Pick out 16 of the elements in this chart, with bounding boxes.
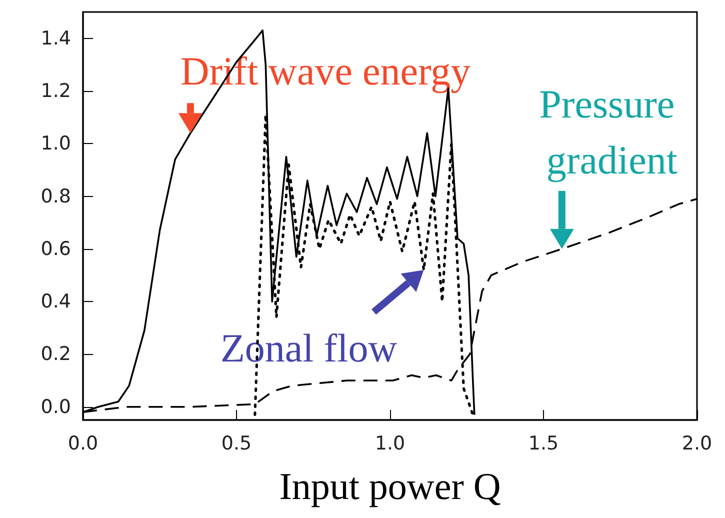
x-tick-label: 1.5 [528,432,559,454]
y-tick-label: 0.2 [40,343,71,366]
y-tick-label: 1.2 [40,80,71,102]
x-axis-title: Input power Q [279,466,501,508]
y-tick-label: 0.4 [40,290,71,313]
y-tick-label: 0.6 [40,238,71,260]
x-tick-label: 0.0 [68,432,98,454]
y-tick-label: 1.4 [40,27,71,50]
x-tick-label: 1.0 [374,432,406,454]
x-tick-label: 2.0 [682,432,712,454]
annotation: Pressure gradient [539,81,685,182]
y-tick-label: 0.0 [40,396,71,418]
annotation: Zonal flow [220,325,398,370]
y-tick-label: 0.8 [40,185,71,208]
x-tick-label: 0.5 [221,432,252,454]
y-tick-label: 1.0 [40,132,71,155]
